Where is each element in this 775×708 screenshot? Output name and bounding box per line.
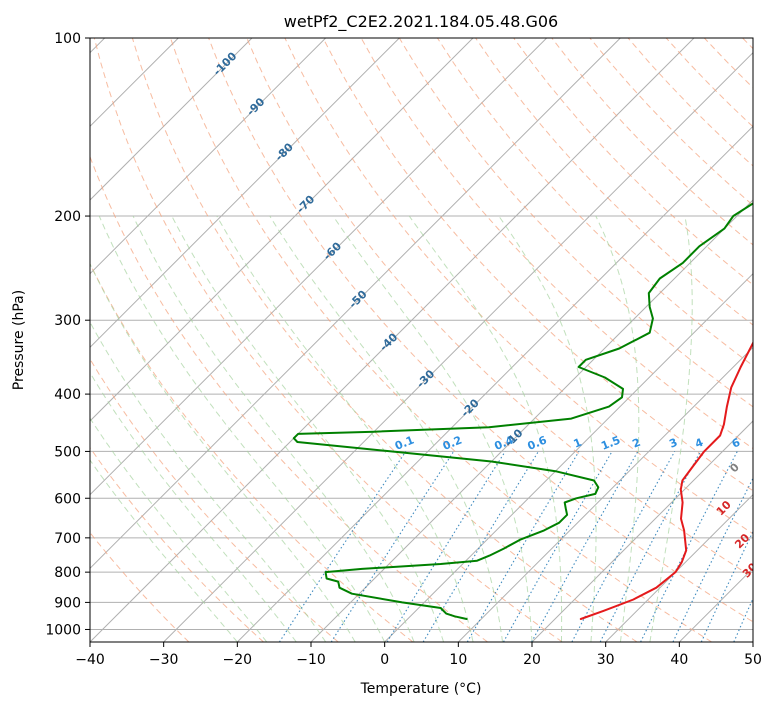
isotherm-line xyxy=(384,272,753,642)
x-tick-label: −30 xyxy=(149,652,179,668)
isotherm-line xyxy=(605,493,753,642)
moist-adiabat-line xyxy=(90,371,297,642)
dry-adiabat-line xyxy=(322,38,753,492)
isotherm-line xyxy=(531,420,753,642)
isotherm-line xyxy=(90,38,253,201)
dry-adiabat-line xyxy=(246,38,753,578)
dry-adiabat-line xyxy=(93,38,563,642)
dry-adiabat-line xyxy=(208,38,753,623)
moist-adiabat-line xyxy=(90,262,356,642)
mixing-ratio-line xyxy=(640,451,738,642)
moist-adiabat-line xyxy=(171,215,445,642)
moist-adiabat-line xyxy=(332,215,533,642)
y-tick-label: 1000 xyxy=(45,622,81,638)
moist-adiabat-line xyxy=(649,215,693,642)
mixing-ratio-line xyxy=(571,451,676,642)
y-tick-label: 500 xyxy=(54,444,81,460)
moist-adiabat-line xyxy=(98,215,386,642)
moist-adiabat-line xyxy=(90,459,238,642)
moist-adiabat-line xyxy=(269,215,503,642)
x-tick-label: 0 xyxy=(380,652,389,668)
y-tick-label: 700 xyxy=(54,531,81,547)
isotherm-line xyxy=(90,38,400,349)
isotherm-line xyxy=(236,125,753,642)
chart-title: wetPf2_C2E2.2021.184.05.48.G06 xyxy=(284,12,558,32)
dry-adiabat-line xyxy=(475,38,753,326)
axes: −40 −30 −20 −10 0 10 20 30 40 50 100 200 300 400 500 60… xyxy=(45,31,762,668)
moist-adiabat-line xyxy=(90,417,268,642)
y-axis-label: Pressure (hPa) xyxy=(11,290,27,390)
mixing-ratio-label: 1 xyxy=(572,436,584,451)
series-layer xyxy=(292,202,753,620)
mixing-ratio-label: 3 xyxy=(667,436,679,451)
y-tick-label: 900 xyxy=(54,595,81,611)
temperature-series-line xyxy=(579,340,753,620)
dewpoint-series-line xyxy=(292,202,753,620)
mixing-ratio-line xyxy=(386,451,506,642)
isotherm-line xyxy=(90,38,474,422)
x-tick-label: 30 xyxy=(597,652,615,668)
dry-adiabat-line xyxy=(90,358,339,642)
x-tick-label: −10 xyxy=(296,652,326,668)
dry-adiabat-line xyxy=(90,446,264,642)
dry-adiabat-line xyxy=(284,38,753,535)
x-tick-label: 20 xyxy=(523,652,541,668)
dry-adiabat-line xyxy=(131,38,638,642)
moist-adiabat-line xyxy=(595,215,640,642)
y-tick-label: 400 xyxy=(54,387,81,403)
y-tick-label: 200 xyxy=(54,209,81,225)
x-tick-label: 40 xyxy=(670,652,688,668)
mixing-ratio-line xyxy=(278,451,407,642)
moist-adiabat-line xyxy=(498,215,597,642)
y-tick-label: 300 xyxy=(54,313,81,329)
x-tick-label: 10 xyxy=(449,652,467,668)
y-tick-label: 800 xyxy=(54,565,81,581)
moist-adiabat-line xyxy=(216,215,474,642)
plot-frame xyxy=(89,37,754,643)
mixing-ratio-line xyxy=(330,451,455,642)
moist-adiabat-line xyxy=(132,215,415,642)
isotherm-line xyxy=(90,38,695,642)
isotherm-line xyxy=(163,51,753,642)
mixing-ratio-label: 2 xyxy=(631,436,643,451)
dry-adiabat-line xyxy=(513,38,753,286)
mixing-ratio-line xyxy=(531,451,639,642)
x-tick-label: −40 xyxy=(75,652,105,668)
isotherm-line xyxy=(90,38,548,496)
y-tick-label: 100 xyxy=(54,31,81,47)
moist-adiabat-line xyxy=(408,215,563,642)
mixing-ratio-line xyxy=(503,451,613,642)
x-tick-label: −20 xyxy=(223,652,253,668)
y-tick-label: 600 xyxy=(54,491,81,507)
isotherm-line xyxy=(457,346,753,642)
moist-adiabat-line xyxy=(90,321,327,642)
background-lines xyxy=(90,38,753,642)
x-axis-label: Temperature (°C) xyxy=(360,681,482,697)
x-tick-label: 50 xyxy=(744,652,762,668)
isotherm-line xyxy=(90,38,621,570)
dry-adiabat-line xyxy=(170,38,712,642)
isotherm-line xyxy=(90,38,327,275)
